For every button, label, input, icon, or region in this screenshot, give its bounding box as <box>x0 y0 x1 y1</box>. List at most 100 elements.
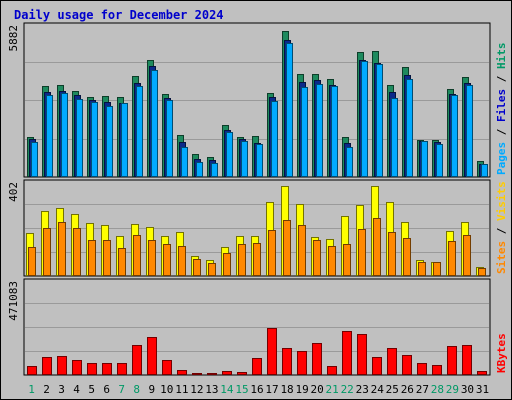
x-tick-label-day-2: 2 <box>43 383 50 396</box>
bar-visits-sites-sites-day-23-edge <box>358 229 366 276</box>
bar-visits-sites-sites-day-15-edge <box>238 244 246 276</box>
bar-hits-files-pages-pages-day-31-fill <box>481 164 488 177</box>
bar-hits-files-pages-pages-day-4-edge <box>76 99 83 177</box>
bar-hits-files-pages-pages-day-19-fill <box>301 87 308 177</box>
bar-visits-sites-sites-day-26-fill <box>403 238 411 276</box>
x-tick-label-day-5: 5 <box>88 383 95 396</box>
bar-visits-sites-sites-day-21-fill <box>328 246 336 276</box>
bar-kbytes-kbytes-day-8 <box>132 345 142 375</box>
bar-visits-sites-sites-day-29-fill <box>448 241 456 276</box>
x-tick-label-day-14: 14 <box>220 383 234 396</box>
bar-kbytes-kbytes-day-18-fill <box>282 348 292 375</box>
bar-kbytes-kbytes-day-7-edge <box>117 363 127 375</box>
bar-hits-files-pages-pages-day-13 <box>211 163 218 177</box>
bar-kbytes-kbytes-day-6-fill <box>102 363 112 375</box>
x-tick-label-day-1: 1 <box>28 383 35 396</box>
bar-hits-files-pages-pages-day-25 <box>391 98 398 177</box>
bar-hits-files-pages-pages-day-3-fill <box>61 93 68 177</box>
bar-hits-files-pages-pages-day-5-fill <box>91 102 98 177</box>
bar-hits-files-pages-pages-day-26-edge <box>406 79 413 177</box>
bar-kbytes-kbytes-day-26-fill <box>402 355 412 375</box>
bar-kbytes-kbytes-day-23-fill <box>357 334 367 375</box>
bar-hits-files-pages-pages-day-17-fill <box>271 101 278 177</box>
bar-visits-sites-sites-day-4-edge <box>73 228 81 276</box>
bar-kbytes-kbytes-day-10-edge <box>162 360 172 375</box>
bar-hits-files-pages-pages-day-18-fill <box>286 43 293 177</box>
bar-kbytes-kbytes-day-9-edge <box>147 337 157 375</box>
bar-kbytes-kbytes-day-31 <box>477 371 487 375</box>
bar-visits-sites-sites-day-1-fill <box>28 247 36 276</box>
bar-kbytes-kbytes-day-4-edge <box>72 360 82 375</box>
series-legend-visits-sites: Sites / Visits <box>495 181 508 274</box>
bar-kbytes-kbytes-day-30 <box>462 345 472 375</box>
bar-visits-sites-sites-day-29-edge <box>448 241 456 276</box>
bar-kbytes-kbytes-day-10 <box>162 360 172 375</box>
bar-kbytes-kbytes-day-1-fill <box>27 366 37 375</box>
x-tick-label-day-9: 9 <box>148 383 155 396</box>
bar-visits-sites-sites-day-9-fill <box>148 240 156 276</box>
bar-kbytes-kbytes-day-24 <box>372 357 382 375</box>
bar-visits-sites-sites-day-22-fill <box>343 244 351 276</box>
bar-hits-files-pages-pages-day-10 <box>166 100 173 177</box>
bar-hits-files-pages-pages-day-8-fill <box>136 86 143 177</box>
legend-sites: Sites <box>495 241 508 274</box>
bar-hits-files-pages-pages-day-21-edge <box>331 86 338 177</box>
bar-visits-sites-sites-day-31 <box>478 268 486 276</box>
bar-visits-sites-sites-day-6-edge <box>103 240 111 276</box>
x-tick-label-day-23: 23 <box>356 383 369 396</box>
bar-kbytes-kbytes-day-22-edge <box>342 331 352 375</box>
bar-visits-sites-sites-day-16-edge <box>253 243 261 276</box>
bar-kbytes-kbytes-day-5-edge <box>87 363 97 375</box>
bar-visits-sites-sites-day-27 <box>418 262 426 276</box>
bar-kbytes-kbytes-day-20-fill <box>312 343 322 375</box>
bar-hits-files-pages-pages-day-9-fill <box>151 70 158 177</box>
x-tick-label-day-26: 26 <box>401 383 414 396</box>
x-tick-label-day-22: 22 <box>341 383 354 396</box>
bar-kbytes-kbytes-day-13 <box>207 373 217 375</box>
bar-visits-sites-sites-day-23 <box>358 229 366 276</box>
x-tick-label-day-31: 31 <box>476 383 489 396</box>
bar-kbytes-kbytes-day-22-fill <box>342 331 352 375</box>
bar-visits-sites-sites-day-26-edge <box>403 238 411 276</box>
bar-kbytes-kbytes-day-28-edge <box>432 365 442 375</box>
bar-kbytes-kbytes-day-8-edge <box>132 345 142 375</box>
bar-kbytes-kbytes-day-25 <box>387 348 397 375</box>
bar-hits-files-pages-pages-day-4 <box>76 99 83 177</box>
bar-kbytes-kbytes-day-5 <box>87 363 97 375</box>
x-tick-label-day-20: 20 <box>311 383 324 396</box>
bar-visits-sites-sites-day-19 <box>298 225 306 276</box>
bar-kbytes-kbytes-day-23 <box>357 334 367 375</box>
bar-hits-files-pages-pages-day-3 <box>61 93 68 177</box>
bar-visits-sites-sites-day-17-edge <box>268 230 276 276</box>
bar-hits-files-pages-pages-day-21-fill <box>331 86 338 177</box>
x-tick-label-day-13: 13 <box>205 383 218 396</box>
bar-visits-sites-sites-day-9 <box>148 240 156 276</box>
bar-visits-sites-sites-day-7 <box>118 248 126 276</box>
bar-visits-sites-sites-day-21-edge <box>328 246 336 276</box>
bar-hits-files-pages-pages-day-5-edge <box>91 102 98 177</box>
x-tick-label-day-16: 16 <box>250 383 263 396</box>
bar-kbytes-kbytes-day-3-fill <box>57 356 67 375</box>
bar-hits-files-pages-pages-day-9-edge <box>151 70 158 177</box>
x-tick-label-day-10: 10 <box>160 383 173 396</box>
x-tick-label-day-30: 30 <box>461 383 474 396</box>
bar-hits-files-pages-pages-day-22-fill <box>346 147 353 177</box>
legend-visits: Visits <box>495 181 508 221</box>
bar-hits-files-pages-pages-day-11 <box>181 147 188 177</box>
bar-hits-files-pages-pages-day-9 <box>151 70 158 177</box>
bar-kbytes-kbytes-day-23-edge <box>357 334 367 375</box>
bar-hits-files-pages-pages-day-13-edge <box>211 163 218 177</box>
bar-visits-sites-sites-day-12 <box>193 259 201 276</box>
bar-kbytes-kbytes-day-24-fill <box>372 357 382 375</box>
legend-separator: / <box>495 69 508 89</box>
bar-visits-sites-sites-day-29 <box>448 241 456 276</box>
bar-hits-files-pages-pages-day-29 <box>451 95 458 177</box>
bar-hits-files-pages-pages-day-16-fill <box>256 144 263 177</box>
bar-hits-files-pages-pages-day-12 <box>196 162 203 177</box>
bar-visits-sites-sites-day-24 <box>373 218 381 276</box>
bar-kbytes-kbytes-day-19-fill <box>297 351 307 375</box>
bar-kbytes-kbytes-day-25-fill <box>387 348 397 375</box>
bar-kbytes-kbytes-day-24-edge <box>372 357 382 375</box>
bar-kbytes-kbytes-day-13-edge <box>207 373 217 375</box>
bar-kbytes-kbytes-day-31-fill <box>477 371 487 375</box>
